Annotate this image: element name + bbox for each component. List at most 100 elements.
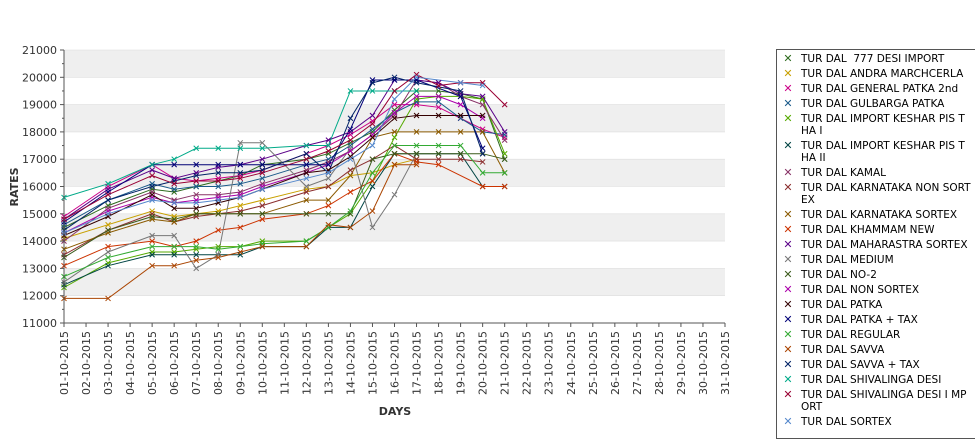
legend-marker-icon: ✕: [783, 67, 793, 80]
x-tick-label: 02-10-2015: [80, 331, 93, 395]
data-point-marker: [391, 115, 398, 122]
x-tick-label: 01-10-2015: [58, 331, 71, 395]
data-point-marker: [325, 161, 332, 168]
data-point-marker: [215, 246, 222, 253]
data-point-marker: [435, 150, 442, 157]
legend-item: ✕ TUR DAL ANDRA MARCHCERLA: [777, 67, 975, 81]
legend-label: TUR DAL KARNATAKA NON SORTEX: [801, 182, 971, 206]
data-point-marker: [259, 186, 266, 193]
legend-marker-icon: ✕: [783, 373, 793, 386]
data-point-marker: [479, 169, 486, 176]
data-point-marker: [259, 202, 266, 209]
y-tick-label: 16000: [22, 181, 57, 194]
x-tick-label: 19-10-2015: [455, 331, 468, 395]
data-point-marker: [193, 145, 200, 152]
y-tick-label: 17000: [22, 153, 57, 166]
y-tick-label: 11000: [22, 317, 57, 330]
legend-item: ✕ TUR DAL IMPORT KESHAR PIS THA II: [777, 140, 975, 165]
series-markers: [61, 71, 508, 302]
data-point-marker: [193, 257, 200, 264]
data-point-marker: [237, 180, 244, 187]
data-point-marker: [347, 115, 354, 122]
legend-marker-icon: ✕: [783, 181, 793, 194]
data-point-marker: [105, 197, 111, 204]
data-point-marker: [171, 232, 178, 239]
legend-item: ✕ TUR DAL PATKA: [777, 299, 975, 312]
legend-label: TUR DAL SAVVA + TAX: [801, 359, 920, 371]
y-tick-label: 19000: [22, 99, 57, 112]
data-point-marker: [193, 200, 200, 206]
data-point-marker: [391, 88, 398, 94]
x-tick-label: 25-10-2015: [587, 331, 600, 395]
x-tick-labels: 01-10-2015 02-10-2015 03-10-2015 04-10-2015…: [58, 323, 732, 395]
data-point-marker: [303, 150, 310, 157]
x-tick-label: 21-10-2015: [499, 331, 512, 395]
data-point-marker: [435, 161, 442, 168]
legend-label: TUR DAL REGULAR: [801, 329, 901, 341]
data-point-marker: [193, 172, 200, 179]
x-tick-label: 14-10-2015: [344, 331, 357, 395]
legend-marker-icon: ✕: [783, 313, 793, 326]
x-tick-label: 18-10-2015: [433, 331, 446, 395]
data-point-marker: [149, 167, 155, 173]
data-point-marker: [237, 161, 244, 168]
plot-band: [64, 213, 725, 242]
data-point-marker: [193, 178, 200, 184]
legend-label: TUR DAL ANDRA MARCHCERLA: [801, 68, 964, 80]
data-point-marker: [237, 194, 244, 201]
data-point-marker: [193, 251, 200, 258]
legend-marker-icon: ✕: [783, 82, 793, 95]
data-point-marker: [347, 126, 354, 133]
legend-marker-icon: ✕: [783, 328, 793, 341]
legend-marker-icon: ✕: [783, 343, 793, 356]
data-point-marker: [435, 129, 442, 135]
data-point-marker: [171, 251, 178, 258]
data-point-marker: [391, 161, 398, 168]
data-point-marker: [171, 216, 178, 223]
data-point-marker: [303, 243, 310, 250]
plot-band: [64, 159, 725, 187]
x-tick-label: 16-10-2015: [389, 331, 402, 395]
data-point-marker: [105, 227, 111, 234]
data-point-marker: [193, 238, 200, 244]
data-point-marker: [413, 79, 420, 86]
data-point-marker: [369, 156, 376, 163]
data-point-marker: [347, 137, 354, 143]
data-point-marker: [105, 243, 111, 250]
data-point-marker: [237, 139, 244, 146]
x-tick-label: 03-10-2015: [102, 331, 115, 395]
data-point-marker: [237, 243, 244, 250]
series-line: [63, 145, 505, 278]
data-point-marker: [149, 172, 155, 179]
data-point-marker: [457, 150, 464, 157]
data-point-marker: [457, 88, 464, 94]
data-point-marker: [105, 191, 111, 198]
data-point-marker: [303, 142, 310, 149]
y-tick-label: 13000: [22, 262, 57, 275]
data-point-marker: [149, 191, 155, 198]
data-point-marker: [215, 227, 222, 234]
data-point-marker: [215, 197, 222, 204]
x-tick-label: 30-10-2015: [697, 331, 710, 395]
legend-item: ✕ TUR DAL KHAMMAM NEW: [777, 224, 975, 237]
series-line: [63, 131, 506, 250]
legend-item: ✕ TUR DAL KAMAL: [777, 167, 975, 180]
data-point-marker: [347, 148, 354, 154]
y-tick-labels: 11000 12000 13000 14000 15000 16000 17000 18000…: [22, 44, 64, 330]
data-point-marker: [259, 197, 266, 204]
legend-label: TUR DAL KHAMMAM NEW: [801, 224, 935, 236]
data-point-marker: [325, 175, 332, 182]
data-point-marker: [435, 99, 442, 105]
data-point-marker: [369, 79, 376, 86]
data-point-marker: [457, 156, 464, 163]
data-point-marker: [105, 221, 111, 228]
data-point-marker: [325, 169, 332, 176]
data-point-marker: [369, 169, 376, 176]
data-point-marker: [347, 172, 354, 179]
legend-item: ✕ TUR DAL IMPORT KESHAR PIS THA I: [777, 113, 975, 138]
data-point-marker: [303, 189, 310, 195]
x-tick-label: 11-10-2015: [278, 331, 291, 395]
legend-label: TUR DAL KARNATAKA SORTEX: [801, 209, 958, 221]
y-tick-label: 21000: [22, 44, 57, 57]
data-point-marker: [259, 156, 266, 163]
